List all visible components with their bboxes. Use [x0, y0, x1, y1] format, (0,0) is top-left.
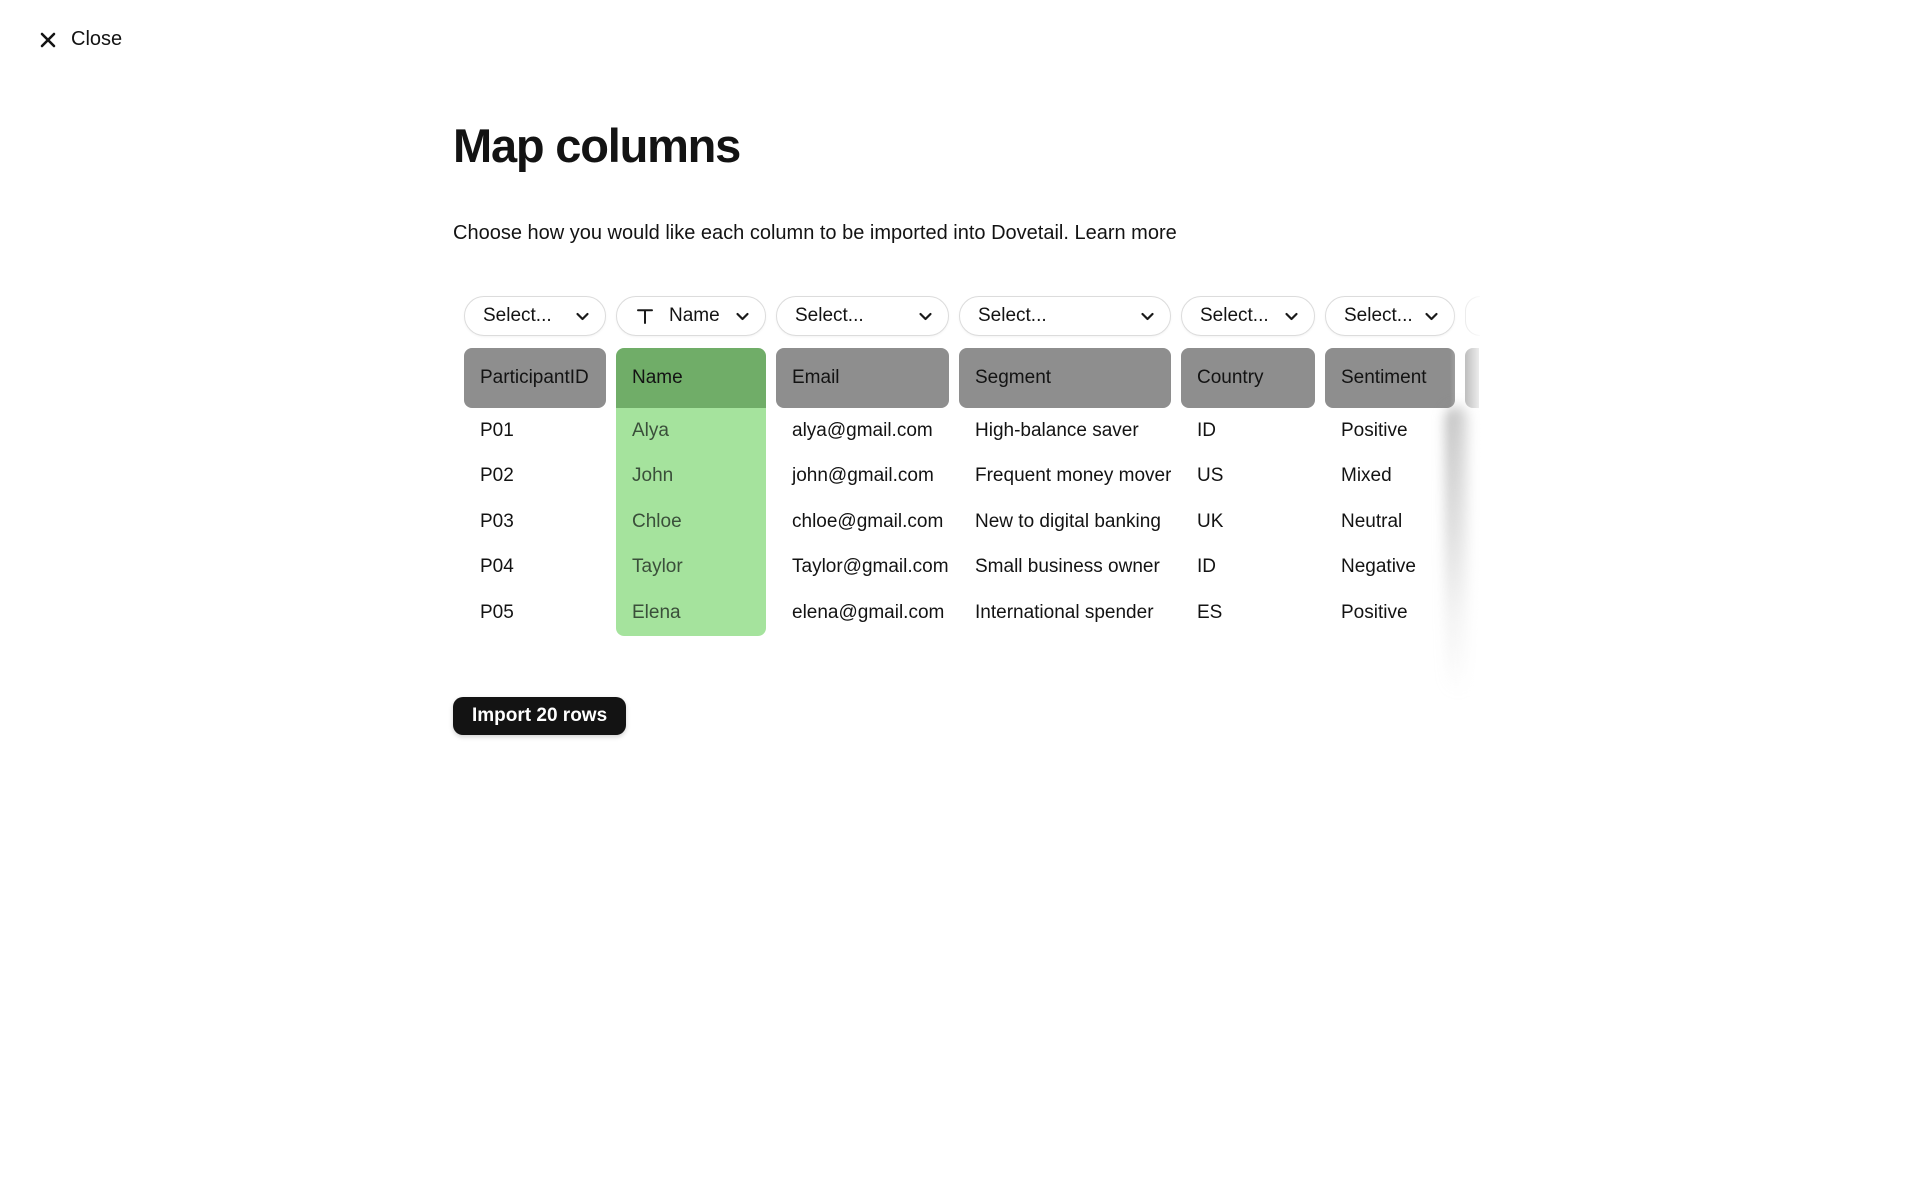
close-icon	[38, 30, 58, 50]
selector-label: Select...	[1200, 305, 1269, 326]
selector-left-group: Select...	[1344, 305, 1413, 327]
table-cell: Small business owner	[975, 556, 1160, 578]
table-cell: New to digital banking	[975, 510, 1161, 532]
table-cell: Alya	[632, 419, 669, 441]
table-cell: P01	[480, 419, 514, 441]
column-cells-email: alya@gmail.com john@gmail.com chloe@gmail.…	[776, 408, 949, 636]
table-cell: Taylor	[632, 556, 683, 578]
table-cell: Elena	[632, 601, 681, 623]
table-cell: alya@gmail.com	[792, 419, 933, 441]
column-cells-name: Alya John Chloe Taylor Elena	[616, 408, 766, 636]
import-button[interactable]: Import 20 rows	[453, 697, 627, 735]
column-header-email: Email	[776, 348, 949, 408]
table-cell: Taylor@gmail.com	[792, 556, 949, 578]
subtitle-text: Choose how you would like each column to…	[453, 222, 1069, 244]
column-selector-segment[interactable]: Select...	[959, 296, 1171, 336]
text-field-icon	[637, 309, 653, 324]
chevron-down-icon	[1285, 312, 1298, 320]
column-header-participantid: ParticipantID	[464, 348, 606, 408]
column-selector-participantid[interactable]: Select...	[464, 296, 606, 336]
column-selector-email[interactable]: Select...	[776, 296, 949, 336]
selector-label: Select...	[978, 305, 1047, 326]
table-cell: Positive	[1341, 601, 1408, 623]
selector-left-group: Select...	[978, 305, 1047, 327]
column-email: Select... Email alya@gmail.com john@gmail.c…	[776, 296, 949, 636]
close-button[interactable]: Close	[38, 28, 122, 51]
column-country: Select... Country ID US UK ID ES	[1181, 296, 1315, 636]
table-cell: Negative	[1341, 556, 1416, 578]
table-cell: P03	[480, 510, 514, 532]
chevron-down-icon	[1425, 312, 1438, 320]
overflow-column-partial	[1465, 296, 1480, 408]
column-header-sentiment: Sentiment	[1325, 348, 1455, 408]
table-cell: ES	[1197, 601, 1223, 623]
column-segment: Select... Segment High-balance saver Freque…	[959, 296, 1171, 636]
selector-left-group: Name	[635, 305, 720, 327]
column-cells-participantid: P01 P02 P03 P04 P05	[464, 408, 606, 636]
column-sentiment: Select... Sentiment Positive Mixed Neutral Ne…	[1325, 296, 1455, 636]
column-header-name: Name	[616, 348, 766, 408]
table-cell: Positive	[1341, 419, 1408, 441]
table-cell: Chloe	[632, 510, 682, 532]
table-cell: International spender	[975, 601, 1154, 623]
close-label: Close	[71, 28, 123, 50]
column-mapping-table: Select... ParticipantID P01 P02 P03 P04 P05 Nam…	[464, 296, 1480, 636]
table-cell: chloe@gmail.com	[792, 510, 944, 532]
column-name: Name Name Alya John Chloe Taylor Elena	[616, 296, 766, 636]
table-cell: P02	[480, 465, 514, 487]
selector-left-group: Select...	[1200, 305, 1269, 327]
table-cell: John	[632, 465, 674, 487]
selector-label: Select...	[1344, 305, 1413, 326]
selector-left-group: Select...	[795, 305, 864, 327]
column-header-country: Country	[1181, 348, 1315, 408]
column-selector-sentiment[interactable]: Select...	[1325, 296, 1455, 336]
table-cell: Frequent money mover	[975, 465, 1171, 487]
chevron-down-icon	[576, 312, 589, 320]
table-cell: UK	[1197, 510, 1224, 532]
chevron-down-icon	[736, 312, 749, 320]
column-selector-country[interactable]: Select...	[1181, 296, 1315, 336]
table-cell: Neutral	[1341, 510, 1403, 532]
chevron-down-icon	[1141, 312, 1154, 320]
column-cells-country: ID US UK ID ES	[1181, 408, 1315, 636]
table-cell: john@gmail.com	[792, 465, 934, 487]
learn-more-link[interactable]: Learn more	[1074, 222, 1177, 244]
table-cell: ID	[1197, 419, 1216, 441]
table-cell: P05	[480, 601, 514, 623]
table-cell: Mixed	[1341, 465, 1392, 487]
table-cell: High-balance saver	[975, 419, 1139, 441]
selector-label: Name	[669, 305, 720, 326]
table-cell: US	[1197, 465, 1224, 487]
column-cells-segment: High-balance saver Frequent money mover Ne…	[959, 408, 1171, 636]
selector-left-group: Select...	[483, 305, 552, 327]
column-selector-name[interactable]: Name	[616, 296, 766, 336]
column-participantid: Select... ParticipantID P01 P02 P03 P04 P05	[464, 296, 606, 636]
overflow-column-selector[interactable]	[1465, 296, 1480, 336]
chevron-down-icon	[919, 312, 932, 320]
column-header-segment: Segment	[959, 348, 1171, 408]
table-cell: P04	[480, 556, 514, 578]
selector-label: Select...	[795, 305, 864, 326]
page-title: Map columns	[453, 119, 741, 172]
selector-label: Select...	[483, 305, 552, 326]
overflow-column-header	[1465, 348, 1479, 408]
table-cell: elena@gmail.com	[792, 601, 945, 623]
page-subtitle: Choose how you would like each column to…	[453, 222, 1177, 245]
table-cell: ID	[1197, 556, 1216, 578]
column-cells-sentiment: Positive Mixed Neutral Negative Positive	[1325, 408, 1455, 636]
